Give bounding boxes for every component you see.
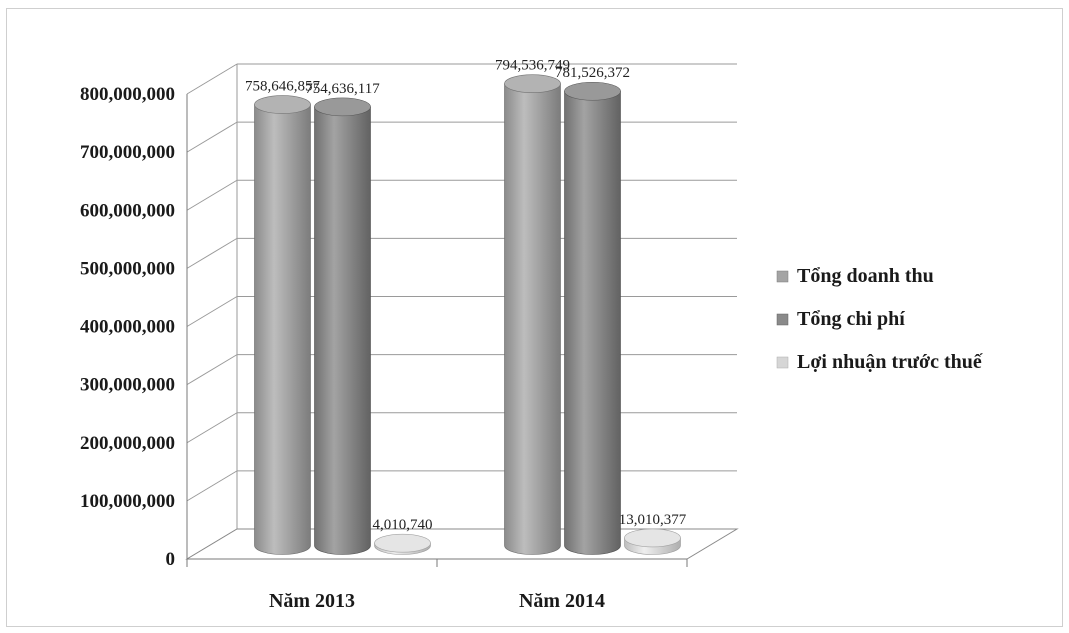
y-tick-label: 300,000,000	[80, 375, 175, 396]
bar-top	[624, 528, 681, 548]
bar-top	[374, 533, 431, 553]
bars	[254, 74, 681, 555]
data-label: 4,010,740	[373, 517, 433, 533]
legend-swatch	[776, 270, 789, 283]
legend-swatch	[776, 356, 789, 369]
gridline-diagonal	[186, 179, 238, 211]
bar-body	[564, 90, 621, 555]
data-label: 758,646,857	[245, 79, 321, 95]
bar-body	[504, 83, 561, 555]
bar-top	[254, 95, 311, 114]
legend-label: Tổng chi phí	[797, 308, 905, 330]
y-tick-label: 200,000,000	[80, 433, 175, 454]
bar-top	[564, 81, 621, 101]
legend-swatch	[776, 313, 789, 326]
bar	[564, 81, 621, 555]
bar	[504, 74, 561, 555]
y-tick-label: 400,000,000	[80, 317, 175, 338]
x-category-label: Năm 2014	[519, 590, 605, 612]
bar-top	[504, 74, 561, 93]
y-tick-label: 700,000,000	[80, 142, 175, 163]
gridline-diagonal	[186, 121, 238, 153]
y-tick-label: 100,000,000	[80, 491, 175, 512]
gridline-diagonal	[186, 63, 238, 95]
legend-label: Tổng doanh thu	[797, 265, 934, 287]
chart-frame: 0 100,000,000 200,000,000 300,000,000 400,00…	[6, 8, 1063, 627]
chart-svg: 0 100,000,000 200,000,000 300,000,000 400,00…	[80, 58, 983, 612]
legend-label: Lợi nhuận trước thuế	[797, 351, 983, 373]
x-category-label: Năm 2013	[269, 590, 355, 612]
bar-top	[314, 97, 371, 117]
y-tick-label: 0	[166, 549, 176, 570]
y-axis-tick-labels: 0 100,000,000 200,000,000 300,000,000 400,00…	[80, 84, 175, 570]
gridline-diagonal	[186, 412, 238, 444]
gridline-diagonal	[186, 237, 238, 269]
bar-body	[314, 106, 371, 555]
gridline-diagonal	[186, 296, 238, 327]
y-tick-label: 500,000,000	[80, 258, 175, 279]
data-label: 754,636,117	[305, 81, 380, 97]
data-label: 13,010,377	[619, 512, 687, 528]
y-tick-label: 800,000,000	[80, 84, 175, 105]
bar-body	[254, 104, 311, 555]
data-label: 794,536,749	[495, 58, 570, 74]
gridline-diagonal	[186, 470, 238, 502]
x-axis-category-labels: Năm 2013 Năm 2014	[269, 590, 605, 612]
bar	[314, 97, 371, 555]
bar	[254, 95, 311, 555]
bar	[374, 533, 431, 555]
data-label: 781,526,372	[555, 65, 630, 81]
gridline-diagonal	[186, 354, 238, 386]
y-tick-label: 600,000,000	[80, 200, 175, 221]
legend: Tổng doanh thu Tổng chi phí Lợi nhuận trướ…	[776, 265, 983, 373]
bar	[624, 528, 681, 555]
